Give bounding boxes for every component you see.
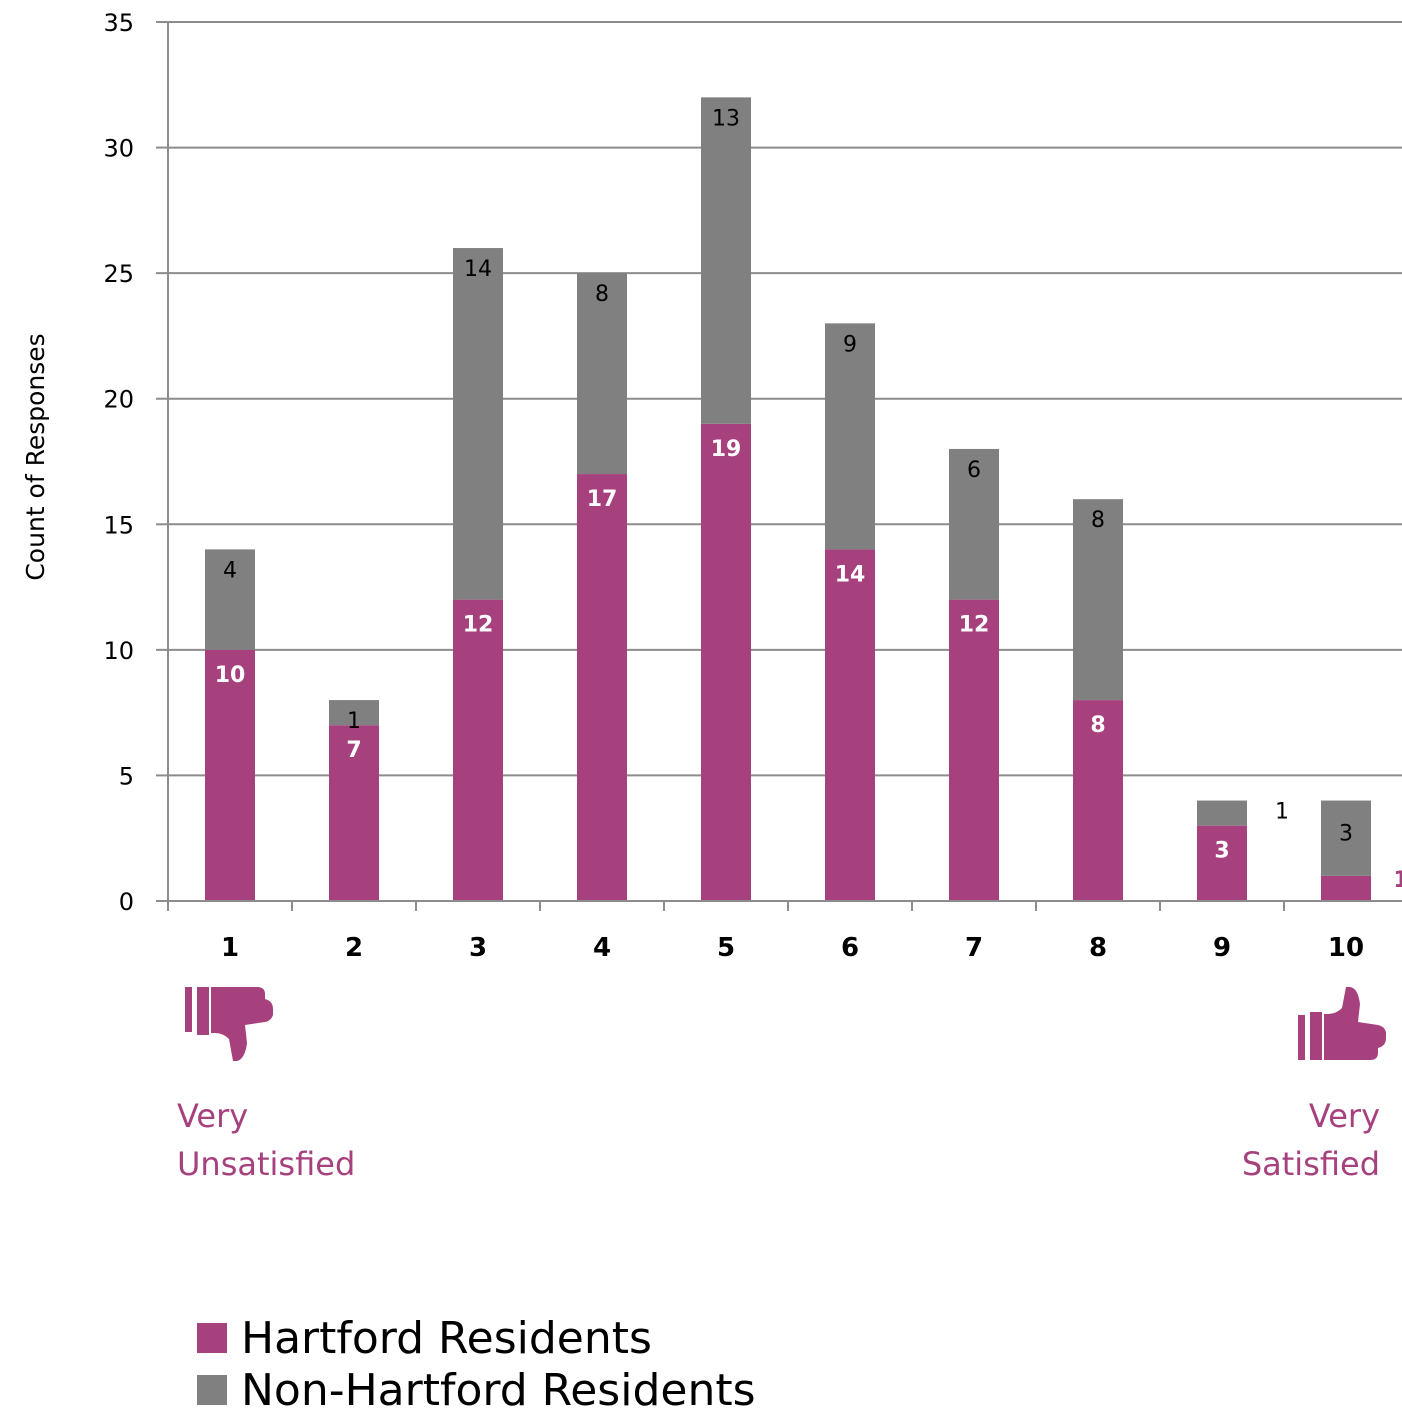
- legend-swatch-hartford: [197, 1323, 227, 1353]
- legend-item-hartford: Hartford Residents: [197, 1312, 756, 1364]
- data-label-hartford-5: 19: [711, 437, 742, 462]
- scale-label-high-line1: Very: [1308, 1097, 1380, 1135]
- x-tick-label-3: 3: [469, 933, 487, 963]
- x-tick-label-8: 8: [1089, 933, 1107, 963]
- bar-non-hartford-5: [701, 97, 751, 424]
- bar-non-hartford-4: [577, 273, 627, 475]
- data-label-hartford-7: 12: [959, 613, 990, 638]
- y-tick-label-15: 15: [103, 511, 134, 539]
- scale-label-low-line1: Very: [177, 1097, 249, 1135]
- y-tick-label-25: 25: [103, 260, 134, 288]
- bar-non-hartford-9: [1197, 800, 1247, 826]
- bars: [205, 97, 1371, 901]
- legend: Hartford Residents Non-Hartford Resident…: [197, 1312, 756, 1416]
- data-label-non-hartford-8: 8: [1091, 508, 1105, 533]
- bar-hartford-6: [825, 549, 875, 901]
- y-tick-label-30: 30: [103, 135, 134, 163]
- data-label-non-hartford-5: 13: [712, 106, 740, 131]
- x-tick-label-9: 9: [1213, 933, 1231, 963]
- bar-hartford-4: [577, 474, 627, 901]
- bar-hartford-3: [453, 599, 503, 901]
- y-tick-label-35: 35: [103, 9, 134, 37]
- bar-non-hartford-2: [329, 700, 379, 726]
- thumbs-down-icon: [185, 987, 273, 1061]
- x-tick-label-1: 1: [221, 933, 239, 963]
- data-label-hartford-2: 7: [346, 738, 361, 763]
- grid-lines: [168, 21, 1402, 777]
- data-label-non-hartford-7: 6: [967, 458, 981, 483]
- data-label-hartford-10: 1: [1393, 868, 1402, 893]
- bar-non-hartford-6: [825, 323, 875, 550]
- legend-label-non-hartford: Non-Hartford Residents: [241, 1364, 756, 1416]
- scale-label-low-line2: Unsatisfied: [177, 1145, 356, 1183]
- data-label-non-hartford-9: 1: [1275, 800, 1289, 825]
- scale-label-very-unsatisfied: Very Unsatisfied: [177, 1092, 355, 1188]
- data-label-hartford-6: 14: [835, 562, 866, 587]
- thumbs-up-icon: [1298, 987, 1386, 1060]
- bar-hartford-5: [701, 423, 751, 901]
- data-label-hartford-9: 3: [1214, 839, 1229, 864]
- data-label-non-hartford-1: 4: [223, 558, 237, 583]
- bar-hartford-10: [1321, 875, 1371, 901]
- y-tick-label-20: 20: [103, 386, 134, 414]
- data-label-non-hartford-6: 9: [843, 332, 857, 357]
- x-tick-label-7: 7: [965, 933, 983, 963]
- x-tick-label-4: 4: [593, 933, 611, 963]
- data-label-hartford-4: 17: [587, 487, 618, 512]
- bar-non-hartford-10: [1321, 800, 1371, 876]
- bar-hartford-9: [1197, 825, 1247, 901]
- bar-hartford-1: [205, 649, 255, 901]
- bar-non-hartford-8: [1073, 499, 1123, 701]
- data-label-hartford-1: 10: [215, 663, 246, 688]
- bar-hartford-8: [1073, 700, 1123, 901]
- bar-hartford-2: [329, 725, 379, 901]
- y-tick-label-5: 5: [119, 762, 134, 790]
- y-tick-label-0: 0: [119, 888, 134, 916]
- bar-non-hartford-1: [205, 549, 255, 650]
- x-tick-label-2: 2: [345, 933, 363, 963]
- x-tick-label-10: 10: [1328, 933, 1364, 963]
- data-label-non-hartford-10: 3: [1339, 822, 1353, 847]
- data-label-non-hartford-4: 8: [595, 282, 609, 307]
- bar-non-hartford-7: [949, 448, 999, 600]
- data-label-hartford-3: 12: [463, 613, 494, 638]
- bar-non-hartford-3: [453, 248, 503, 600]
- legend-label-hartford: Hartford Residents: [241, 1312, 652, 1364]
- data-label-non-hartford-3: 14: [464, 257, 492, 282]
- legend-swatch-non-hartford: [197, 1375, 227, 1405]
- y-tick-label-10: 10: [103, 637, 134, 665]
- bar-hartford-7: [949, 599, 999, 901]
- data-label-non-hartford-2: 1: [347, 709, 361, 734]
- legend-item-non-hartford: Non-Hartford Residents: [197, 1364, 756, 1416]
- x-tick-label-6: 6: [841, 933, 859, 963]
- y-axis-label: Count of Responses: [21, 333, 50, 580]
- scale-label-high-line2: Satisfied: [1241, 1145, 1380, 1183]
- scale-label-very-satisfied: Very Satisfied: [1200, 1092, 1380, 1188]
- data-label-hartford-8: 8: [1090, 713, 1105, 738]
- x-tick-label-5: 5: [717, 933, 735, 963]
